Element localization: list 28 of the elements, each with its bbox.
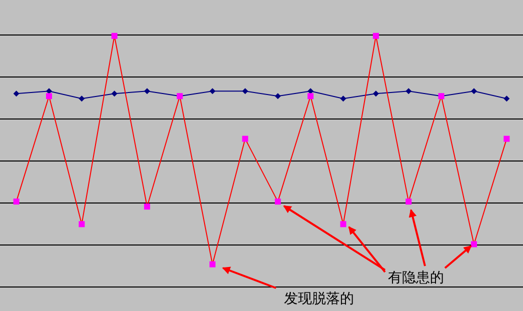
point <box>504 136 510 142</box>
point <box>274 198 281 205</box>
point <box>111 90 118 97</box>
annotation: 有隐患的 <box>388 270 444 286</box>
point <box>372 90 379 97</box>
point <box>340 96 346 102</box>
point <box>242 88 248 94</box>
point <box>209 261 216 268</box>
point <box>78 221 85 228</box>
point <box>78 96 85 102</box>
point <box>470 241 477 248</box>
point <box>372 32 379 39</box>
point <box>13 90 20 97</box>
point <box>144 88 150 94</box>
point <box>340 221 346 228</box>
text: 发现脱落的 <box>284 291 354 307</box>
point <box>144 204 150 210</box>
point <box>13 198 20 205</box>
point <box>46 93 52 100</box>
point <box>470 88 477 94</box>
point <box>504 96 510 102</box>
point <box>209 88 216 94</box>
point <box>111 32 118 39</box>
point <box>274 93 281 100</box>
point <box>406 198 412 205</box>
point <box>406 88 412 94</box>
point <box>242 136 248 142</box>
point <box>308 93 314 100</box>
